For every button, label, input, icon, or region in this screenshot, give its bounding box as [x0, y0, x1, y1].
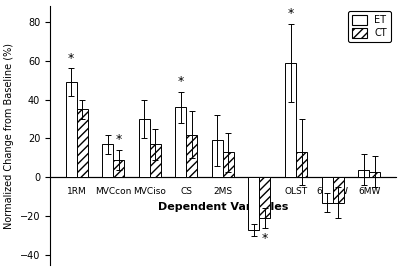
Bar [223, 152, 234, 177]
Bar [322, 177, 332, 203]
Bar [150, 144, 161, 177]
Text: *: * [68, 52, 74, 65]
Text: *: * [262, 232, 268, 245]
Bar [369, 172, 380, 177]
Bar [77, 109, 88, 177]
Bar [332, 177, 344, 203]
Text: *: * [116, 133, 122, 146]
Bar [139, 119, 150, 177]
Bar [102, 144, 113, 177]
Legend: ET, CT: ET, CT [348, 11, 391, 42]
X-axis label: Dependent Variables: Dependent Variables [158, 202, 288, 212]
Bar [296, 152, 307, 177]
Bar [260, 177, 270, 218]
Bar [113, 160, 124, 177]
Text: *: * [178, 75, 184, 88]
Bar [285, 63, 296, 177]
Bar [66, 82, 77, 177]
Bar [358, 169, 369, 177]
Bar [248, 177, 260, 230]
Bar [175, 107, 186, 177]
Y-axis label: Normalized Change from Baseline (%): Normalized Change from Baseline (%) [4, 43, 14, 229]
Text: *: * [288, 7, 294, 20]
Bar [186, 134, 197, 177]
Bar [212, 140, 223, 177]
